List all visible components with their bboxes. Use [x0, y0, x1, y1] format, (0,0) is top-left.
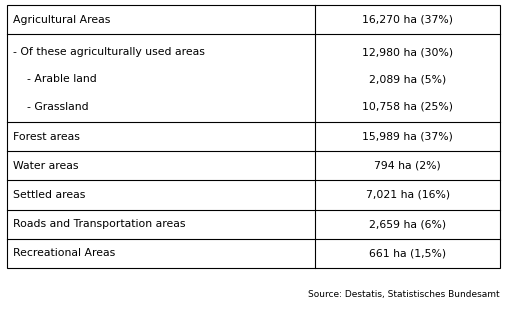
- Text: Water areas: Water areas: [13, 161, 79, 171]
- Text: 16,270 ha (37%): 16,270 ha (37%): [362, 15, 453, 25]
- Text: 661 ha (1,5%): 661 ha (1,5%): [369, 248, 446, 258]
- Text: 2,089 ha (5%): 2,089 ha (5%): [369, 74, 446, 84]
- Text: Roads and Transportation areas: Roads and Transportation areas: [13, 219, 185, 229]
- Text: Forest areas: Forest areas: [13, 132, 80, 142]
- Text: 794 ha (2%): 794 ha (2%): [374, 161, 441, 171]
- Text: - Of these agriculturally used areas: - Of these agriculturally used areas: [13, 47, 205, 57]
- Text: 7,021 ha (16%): 7,021 ha (16%): [365, 190, 450, 200]
- Bar: [7, 5, 500, 268]
- Text: Agricultural Areas: Agricultural Areas: [13, 15, 110, 25]
- Text: Recreational Areas: Recreational Areas: [13, 248, 115, 258]
- Text: 12,980 ha (30%): 12,980 ha (30%): [362, 47, 453, 57]
- Text: Source: Destatis, Statistisches Bundesamt: Source: Destatis, Statistisches Bundesam…: [308, 290, 500, 299]
- Text: 2,659 ha (6%): 2,659 ha (6%): [369, 219, 446, 229]
- Text: 15,989 ha (37%): 15,989 ha (37%): [362, 132, 453, 142]
- Text: 10,758 ha (25%): 10,758 ha (25%): [362, 102, 453, 112]
- Text: Settled areas: Settled areas: [13, 190, 85, 200]
- Text: - Grassland: - Grassland: [13, 102, 88, 112]
- Text: - Arable land: - Arable land: [13, 74, 97, 84]
